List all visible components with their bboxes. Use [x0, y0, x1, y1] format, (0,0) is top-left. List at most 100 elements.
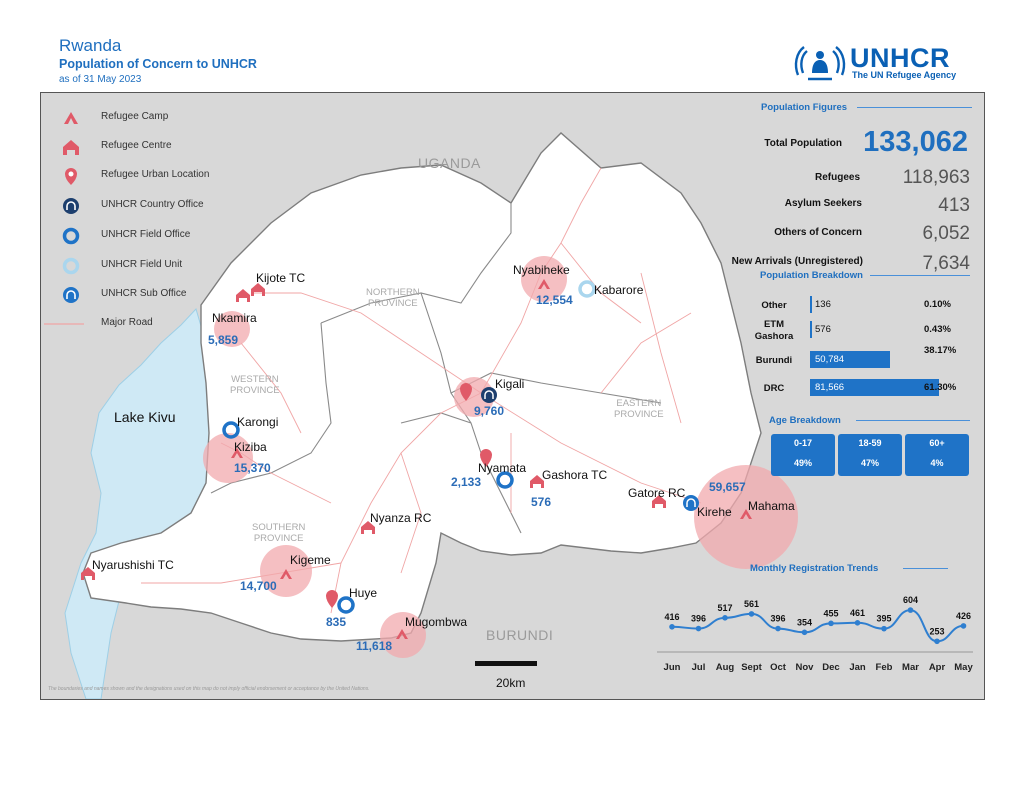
mugombwa-camp-icon: [396, 629, 408, 639]
trend-point: [722, 615, 728, 621]
refugee-urban-location-icon: [65, 168, 77, 185]
country-label-uganda: UGANDA: [418, 155, 481, 171]
kijote-centre-icon-2: [251, 283, 265, 296]
map-frame[interactable]: [40, 92, 985, 700]
bubble-mahama: [694, 465, 798, 569]
gatore-centre-icon: [652, 495, 666, 508]
others-of-concern-label: Others of Concern: [774, 227, 862, 238]
heading-rule: [870, 275, 970, 276]
place-label-kirehe[interactable]: Kirehe: [697, 505, 732, 519]
trend-month-label: Jan: [849, 662, 866, 673]
legend-label: Refugee Camp: [101, 111, 169, 122]
place-label-kigali[interactable]: Kigali: [495, 377, 525, 391]
others-of-concern-value: 6,052: [922, 223, 970, 244]
breakdown-bar: [810, 351, 891, 368]
place-label-karongi[interactable]: Karongi: [237, 415, 279, 429]
legend-label: UNHCR Sub Office: [101, 288, 187, 299]
trend-month-label: Feb: [876, 662, 893, 673]
province-label-southern: SOUTHERN PROVINCE: [252, 522, 306, 544]
place-label-mahama[interactable]: Mahama: [748, 499, 795, 513]
legend-item-unhcr-country-office: UNHCR Country Office: [58, 196, 238, 216]
trend-month-label: Sept: [741, 662, 762, 673]
rwanda-shape: [82, 132, 762, 642]
legend-item-unhcr-field-unit: UNHCR Field Unit: [58, 256, 238, 276]
trend-value-label: 253: [929, 626, 944, 636]
place-label-kijote[interactable]: Kijote TC: [256, 271, 306, 285]
place-label-nyamata[interactable]: Nyamata: [478, 461, 527, 475]
place-label-gatore[interactable]: Gatore RC: [628, 486, 686, 500]
legend-item-refugee-camp: Refugee Camp: [58, 108, 238, 128]
logo-subtitle: The UN Refugee Agency: [852, 70, 957, 80]
legend-item-refugee-urban-location: Refugee Urban Location: [58, 166, 238, 186]
heading-rule: [903, 568, 948, 569]
breakdown-label: Burundi: [755, 355, 793, 366]
trend-value-label: 604: [903, 596, 918, 605]
place-value-mahama: 59,657: [709, 480, 746, 494]
refugee-centre-icon: [63, 140, 79, 155]
legend-label: Major Road: [101, 317, 153, 328]
place-value-nyabiheke: 12,554: [536, 293, 573, 307]
place-value-gashora: 576: [531, 495, 552, 509]
map-date: as of 31 May 2023: [59, 74, 142, 85]
trend-point: [854, 620, 861, 626]
asylum-seekers-value: 413: [938, 195, 970, 216]
place-label-kabarore[interactable]: Kabarore: [594, 283, 644, 297]
trend-value-label: 426: [956, 611, 971, 621]
total-population-label: Total Population: [764, 138, 842, 149]
trend-month-label: Apr: [929, 662, 946, 673]
lake-label: Lake Kivu: [114, 409, 176, 425]
legend-item-unhcr-sub-office: UNHCR Sub Office: [58, 285, 238, 305]
gashora-centre-icon: [530, 475, 544, 488]
trend-value-label: 517: [717, 603, 732, 613]
legend-item-refugee-centre: Refugee Centre: [58, 137, 238, 157]
trend-value-label: 354: [797, 617, 812, 627]
country-label-burundi: BURUNDI: [486, 627, 554, 643]
place-label-nkamira[interactable]: Nkamira: [212, 311, 257, 325]
place-value-kigali: 9,760: [474, 404, 505, 418]
place-label-nyabiheke[interactable]: Nyabiheke: [513, 263, 570, 277]
place-value-kiziba: 15,370: [234, 461, 271, 475]
trend-month-label: Dec: [822, 662, 839, 673]
trend-point: [828, 620, 834, 627]
legend-item-unhcr-field-office: UNHCR Field Office: [58, 226, 238, 246]
breakdown-bar: [810, 296, 812, 313]
place-label-kiziba[interactable]: Kiziba: [234, 440, 267, 454]
unhcr-logo-icon: [794, 46, 846, 81]
unhcr-sub-office-icon: [63, 287, 79, 303]
place-value-nyamata: 2,133: [451, 475, 482, 489]
new-arrivals-value: 7,634: [922, 253, 970, 274]
place-label-gashora[interactable]: Gashora TC: [542, 468, 608, 482]
place-label-mugombwa[interactable]: Mugombwa: [405, 615, 468, 629]
breakdown-percent: 0.10%: [924, 299, 951, 310]
registration-trend-chart: 416 Jun 396 Jul 517 Aug 561 Sept 396 Oct 354 Nov 455…: [657, 596, 973, 673]
place-label-huye[interactable]: Huye: [349, 586, 378, 600]
lake-kivu-shape: [64, 308, 217, 699]
legend-label: UNHCR Field Office: [101, 229, 191, 240]
trend-value-label: 395: [876, 614, 891, 624]
place-label-nyarushishi[interactable]: Nyarushishi TC: [92, 558, 174, 572]
mahama-camp-icon: [740, 509, 752, 519]
bubble-kiziba: [203, 433, 253, 483]
province-label-eastern: EASTERN PROVINCE: [614, 398, 664, 420]
breakdown-label: Other: [761, 300, 787, 311]
unhcr-field-office-icon: [62, 227, 80, 245]
age-group-18-59: 18-59 47%: [838, 434, 902, 476]
breakdown-value: 81,566: [815, 382, 845, 393]
refugees-label: Refugees: [814, 172, 860, 183]
legend-label: Refugee Urban Location: [101, 169, 210, 180]
huye-urban-pin-icon: [326, 590, 338, 608]
trend-value-label: 561: [744, 599, 759, 609]
trend-point: [695, 625, 702, 632]
trend-month-label: Aug: [716, 662, 735, 673]
place-label-nyanza[interactable]: Nyanza RC: [370, 511, 432, 525]
trend-point: [934, 638, 940, 645]
breakdown-percent: 61.30%: [924, 382, 957, 393]
age-group-0-17: 0-17 49%: [771, 434, 835, 476]
nyabiheke-camp-icon: [538, 279, 550, 289]
nyamata-urban-pin-icon: [480, 449, 492, 467]
kigeme-camp-icon: [280, 569, 292, 579]
trend-line: [671, 609, 964, 643]
map-country-title: Rwanda: [59, 36, 122, 55]
place-label-kigeme[interactable]: Kigeme: [290, 553, 331, 567]
population-breakdown-heading: Population Breakdown: [760, 270, 863, 281]
